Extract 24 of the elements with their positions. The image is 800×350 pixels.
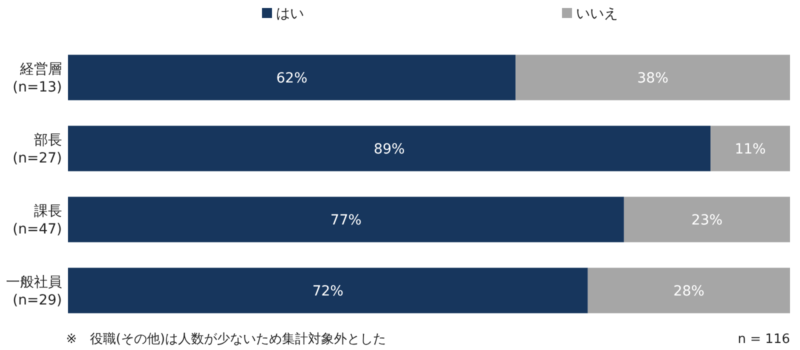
data-label: 28% bbox=[673, 284, 704, 300]
data-label: 89% bbox=[374, 142, 405, 158]
text: ※ 役職(その他)は人数が少ないため集計対象外とした bbox=[66, 331, 386, 347]
data-label: 11% bbox=[734, 142, 766, 158]
bar bbox=[68, 196, 624, 242]
y-tick-label: 経営層 (n=13) bbox=[12, 62, 62, 96]
y-tick-label: 課長 (n=47) bbox=[12, 204, 62, 238]
y-tick-label: 一般社員 (n=29) bbox=[6, 274, 62, 308]
legend-label: いいえ bbox=[576, 6, 618, 22]
data-label: 72% bbox=[312, 284, 344, 300]
data-label: 62% bbox=[276, 70, 308, 86]
data-label: 23% bbox=[691, 212, 723, 228]
text: n = 116 bbox=[738, 332, 790, 347]
bar bbox=[588, 268, 790, 314]
legend-label: はい bbox=[276, 6, 304, 22]
bar bbox=[68, 268, 588, 314]
data-label: 77% bbox=[330, 212, 362, 228]
bar bbox=[516, 54, 790, 100]
y-tick-label: 部長 (n=27) bbox=[12, 132, 62, 166]
bar bbox=[710, 126, 790, 172]
bar bbox=[68, 126, 711, 172]
bar bbox=[68, 54, 516, 100]
bar bbox=[624, 196, 790, 242]
data-label: 38% bbox=[637, 70, 668, 86]
